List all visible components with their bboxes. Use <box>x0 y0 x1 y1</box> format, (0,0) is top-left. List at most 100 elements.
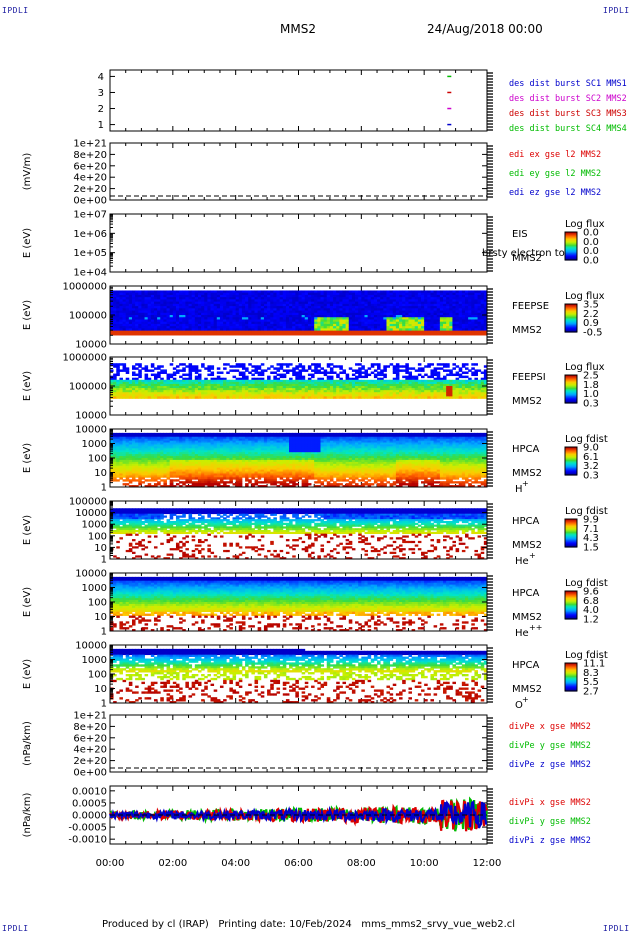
xtick-1: 02:00 <box>158 858 187 869</box>
hpca_he2-charge: ++ <box>529 623 542 632</box>
hpca_o-instrument-sc: MMS2 <box>512 684 542 695</box>
burst-ytick-1: 2 <box>98 104 104 115</box>
hpca_h-instrument-name: HPCA <box>512 444 540 455</box>
hpca_he1-colorbar-tick-0: 9.9 <box>583 515 599 526</box>
divpi-legend-1: divPi y gse MMS2 <box>509 817 591 827</box>
feepse-panel: 1000000 100000 10000 E (eV) FEEPSE MMS2 Log fl… <box>22 282 605 351</box>
edi-ytick-0: 1e+21 <box>73 139 107 150</box>
hpca_he2-panel: 10000 1000 100 10 1 E (eV) HPCA MMS2 He++ Log fdi… <box>22 569 608 640</box>
xtick-5: 10:00 <box>410 858 439 869</box>
edi-ytick-1: 8e+20 <box>73 150 107 161</box>
hpca_he1-ytick-0: 100000 <box>69 497 107 508</box>
feepse-colorbar-tick-0: 3.5 <box>583 300 599 311</box>
hpca_h-colorbar-tick-3: 0.3 <box>583 471 599 482</box>
eis-frame <box>109 213 488 273</box>
divpe-ylabel: (nPa/km) <box>22 721 33 766</box>
hpca_he1-species: He <box>515 556 529 567</box>
feepsi-colorbar <box>564 374 578 404</box>
burst-ytick-2: 3 <box>98 88 104 99</box>
hpca_h-ytick-4: 1 <box>101 483 107 494</box>
eis-ytick-2: 1e+05 <box>73 248 107 259</box>
hpca_o-colorbar-tick-2: 5.5 <box>583 677 599 688</box>
feepsi-colorbar-tick-1: 1.8 <box>583 380 599 391</box>
feepsi-colorbar-tick-0: 2.5 <box>583 371 599 382</box>
hpca_he1-ylabel: E (eV) <box>22 515 33 545</box>
feepse-ytick-1: 100000 <box>69 311 107 322</box>
feepsi-colorbar-tick-2: 1.0 <box>583 389 599 400</box>
divpe-legend-1: divPe y gse MMS2 <box>509 741 591 751</box>
hpca_he2-ytick-3: 10 <box>94 612 107 623</box>
feepsi-instrument-sc: MMS2 <box>512 396 542 407</box>
hpca_he2-ytick-4: 1 <box>101 627 107 638</box>
hpca_he1-ytick-3: 100 <box>88 531 107 542</box>
hpca_he2-instrument-name: HPCA <box>512 588 540 599</box>
feepsi-colorbar-tick-3: 0.3 <box>583 399 599 410</box>
hpca_he2-colorbar-tick-2: 4.0 <box>583 605 599 616</box>
eis-colorbar-title: Log flux <box>565 219 605 230</box>
hpca_he2-colorbar <box>564 590 578 620</box>
burst-legend-2: des dist burst SC3 MMS3 <box>509 109 627 119</box>
burst-legend-3: des dist burst SC4 MMS4 <box>509 124 627 134</box>
hpca_o-charge: + <box>522 695 529 704</box>
divpe-frame <box>109 714 488 773</box>
divpe-ytick-2: 6e+20 <box>73 733 107 744</box>
hpca_h-colorbar-tick-0: 9.0 <box>583 443 599 454</box>
hpca_he2-colorbar-title: Log fdist <box>565 578 608 589</box>
hpca_h-ytick-3: 10 <box>94 468 107 479</box>
feepse-instrument-name: FEEPSE <box>512 301 549 312</box>
feepsi-ytick-2: 10000 <box>75 411 107 422</box>
hpca_h-panel: 10000 1000 100 10 1 E (eV) HPCA MMS2 H+ Log fdist… <box>22 425 608 496</box>
hpca_o-colorbar-tick-3: 2.7 <box>583 687 599 698</box>
feepse-colorbar-title: Log flux <box>565 291 605 302</box>
hpca_o-ylabel: E (eV) <box>22 659 33 689</box>
hpca_he2-colorbar-tick-0: 9.6 <box>583 587 599 598</box>
feepsi-ytick-1: 100000 <box>69 382 107 393</box>
feepsi-instrument-name: FEEPSI <box>512 372 546 383</box>
eis-overlay-text: brsty electron to <box>482 248 565 259</box>
corner-label-bottom-right: IPDLI <box>603 924 630 933</box>
hpca_o-ytick-0: 10000 <box>75 641 107 652</box>
divpe-ytick-5: 0e+00 <box>73 768 107 779</box>
hpca_he2-species: He <box>515 628 529 639</box>
divpi-ytick-2: 0.0000 <box>72 811 107 822</box>
hpca_o-ytick-1: 1000 <box>82 655 107 666</box>
divpi-legend-2: divPi z gse MMS2 <box>509 836 591 846</box>
divpe-legend-0: divPe x gse MMS2 <box>509 722 591 732</box>
hpca_he1-ytick-4: 10 <box>94 543 107 554</box>
hpca_h-colorbar <box>564 446 578 476</box>
hpca_he2-ylabel: E (eV) <box>22 587 33 617</box>
hpca_he2-colorbar-tick-1: 6.8 <box>583 596 599 607</box>
divpe-ytick-0: 1e+21 <box>73 711 107 722</box>
eis-colorbar-tick-3: 0.0 <box>583 256 599 267</box>
eis-instrument-name: EIS <box>512 229 528 240</box>
hpca_o-colorbar-tick-1: 8.3 <box>583 668 599 679</box>
hpca_o-ytick-3: 10 <box>94 684 107 695</box>
hpca_h-charge: + <box>522 479 529 488</box>
divpe-ytick-4: 2e+20 <box>73 756 107 767</box>
hpca_he1-ytick-5: 1 <box>101 555 107 566</box>
hpca_o-colorbar <box>564 662 578 692</box>
corner-label-bottom-left: IPDLI <box>2 924 29 933</box>
corner-label-top-left: IPDLI <box>2 6 29 15</box>
edi-ytick-4: 2e+20 <box>73 184 107 195</box>
eis-colorbar-tick-2: 0.0 <box>583 246 599 257</box>
burst-ytick-0: 1 <box>98 120 104 131</box>
divpi-ytick-0: 0.0010 <box>72 786 107 797</box>
edi-legend-0: edi ex gse l2 MMS2 <box>509 150 601 160</box>
hpca_o-panel: 10000 1000 100 10 1 E (eV) HPCA MMS2 O+ Log fdist… <box>22 641 608 712</box>
eis-ytick-1: 1e+06 <box>73 229 107 240</box>
divpe-ytick-1: 8e+20 <box>73 722 107 733</box>
feepsi-colorbar-title: Log flux <box>565 362 605 373</box>
hpca_he2-ytick-1: 1000 <box>82 583 107 594</box>
edi-ytick-5: 0e+00 <box>73 196 107 207</box>
hpca_h-ylabel: E (eV) <box>22 443 33 473</box>
edi-frame <box>109 142 488 201</box>
feepsi-panel: 1000000 100000 10000 E (eV) FEEPSI MMS2 Log fl… <box>22 353 605 422</box>
burst-ytick-3: 4 <box>98 72 104 83</box>
feepsi-ytick-0: 1000000 <box>62 353 107 364</box>
hpca_he1-colorbar-title: Log fdist <box>565 506 608 517</box>
footer: Produced by cl (IRAP) Printing date: 10/… <box>102 919 515 930</box>
